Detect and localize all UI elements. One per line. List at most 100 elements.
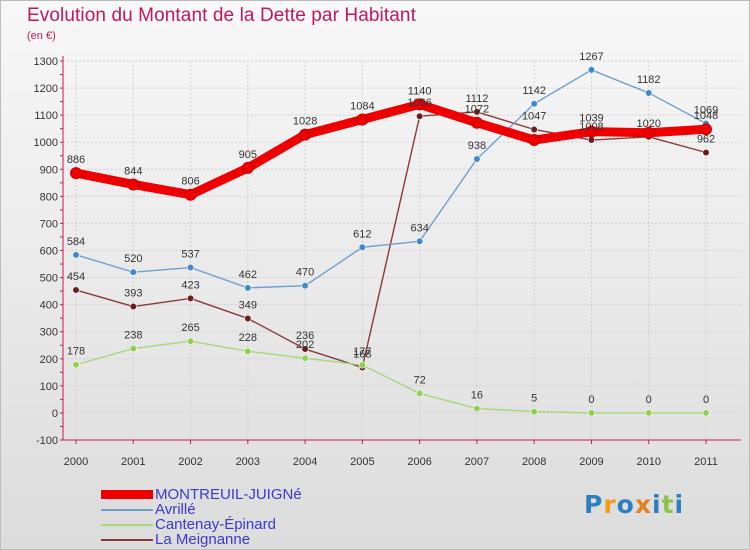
chart-title: Evolution du Montant de la Dette par Hab…: [27, 5, 416, 26]
legend-label: La Meignanne: [155, 531, 251, 548]
data-label: 202: [296, 339, 314, 351]
x-tick-label: 2007: [465, 456, 489, 468]
data-point: [700, 123, 712, 136]
data-label: 178: [67, 346, 85, 358]
data-point: [413, 98, 426, 111]
data-point: [186, 337, 195, 345]
data-label: 1140: [408, 85, 432, 97]
data-label: 236: [296, 330, 314, 342]
data-label: 16: [471, 390, 483, 402]
x-tick-label: 2003: [236, 456, 260, 468]
legend-swatch: [101, 508, 153, 511]
data-point: [645, 409, 653, 417]
data-label: 806: [181, 176, 199, 188]
data-point: [127, 178, 140, 191]
y-tick-label: 300: [40, 327, 58, 339]
legend-label: Cantenay-Épinard: [155, 516, 276, 533]
data-label: 1048: [694, 110, 718, 122]
data-label: 1182: [637, 74, 661, 86]
data-point: [416, 389, 424, 398]
data-label: 962: [697, 134, 715, 146]
data-point: [416, 112, 424, 120]
legend-label: MONTREUIL-JUIGNé: [155, 486, 302, 503]
data-point: [585, 125, 598, 138]
data-point: [72, 361, 80, 369]
data-label: 537: [181, 249, 199, 261]
data-label: 905: [239, 149, 257, 161]
x-tick-label: 2011: [694, 456, 718, 468]
data-label: 886: [67, 154, 85, 166]
data-point: [244, 347, 252, 355]
data-point: [301, 345, 309, 353]
legend-item: Avrillé: [101, 502, 302, 517]
data-point: [702, 148, 710, 157]
data-label: 844: [124, 165, 142, 177]
y-tick-label: 800: [40, 191, 58, 203]
data-label: 1112: [465, 93, 488, 105]
logo-letter: x: [634, 490, 652, 519]
data-point: [244, 284, 252, 292]
data-point: [473, 108, 481, 116]
data-label: 1008: [579, 121, 603, 133]
y-tick-label: 700: [40, 218, 58, 230]
data-point: [530, 407, 538, 416]
legend-item: Cantenay-Épinard: [101, 517, 302, 532]
data-label: 1267: [579, 51, 603, 63]
legend-label: Avrillé: [155, 501, 196, 518]
data-point: [702, 409, 710, 417]
data-label: 349: [239, 299, 257, 311]
data-label: 1028: [293, 116, 317, 128]
data-point: [587, 136, 596, 144]
data-label: 423: [181, 279, 199, 291]
y-tick-label: -100: [36, 435, 58, 447]
data-point: [129, 344, 137, 353]
data-label: 265: [181, 322, 199, 334]
data-label: 462: [239, 269, 257, 281]
data-label: 1096: [407, 97, 431, 109]
logo-letter: r: [603, 490, 617, 519]
legend-swatch: [101, 523, 153, 526]
proxiti-logo: Proxiti: [584, 490, 684, 519]
logo-letter: i: [674, 490, 685, 519]
y-tick-label: 1100: [34, 110, 58, 122]
series-line-2: [75, 340, 707, 414]
data-label: 520: [124, 253, 142, 265]
series-line-3: [75, 111, 707, 369]
data-point: [356, 113, 369, 126]
y-tick-label: 1300: [34, 56, 58, 68]
data-point: [473, 404, 481, 413]
data-point: [72, 251, 80, 259]
data-label: 72: [414, 374, 426, 386]
series-line-1: [75, 69, 707, 289]
data-point: [470, 116, 483, 129]
data-label: 177: [353, 346, 371, 358]
data-label: 0: [703, 394, 709, 406]
data-label: 1072: [465, 104, 489, 116]
x-tick-label: 2008: [522, 456, 546, 468]
data-label: 470: [296, 267, 314, 279]
data-label: 1039: [579, 113, 603, 125]
y-tick-label: 1000: [34, 137, 58, 149]
data-label: 938: [468, 140, 486, 152]
data-point: [70, 167, 82, 180]
data-label: 238: [124, 329, 142, 341]
data-point: [587, 409, 596, 417]
x-tick-label: 2006: [407, 456, 431, 468]
data-label: 1142: [522, 85, 546, 97]
x-tick-label: 2004: [293, 456, 317, 468]
data-point: [358, 361, 366, 369]
legend-item: MONTREUIL-JUIGNé: [101, 487, 302, 502]
logo-letter: P: [584, 490, 604, 519]
chart-legend: MONTREUIL-JUIGNé Avrillé Cantenay-Épinard L…: [101, 487, 302, 547]
x-tick-label: 2010: [636, 456, 660, 468]
data-point: [645, 89, 653, 97]
data-point: [129, 268, 137, 276]
data-label: 1020: [636, 118, 660, 130]
x-tick-label: 2005: [350, 456, 374, 468]
data-point: [301, 354, 309, 362]
logo-letter: t: [661, 490, 675, 519]
data-point: [129, 302, 137, 311]
data-label: 454: [67, 271, 85, 283]
chart-unit-label: (en €): [27, 30, 56, 42]
